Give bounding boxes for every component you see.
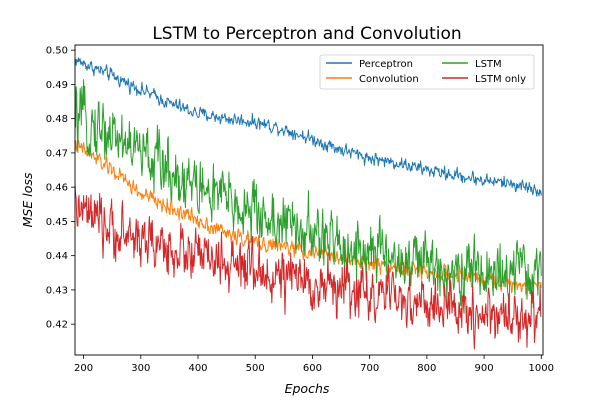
legend-label-perceptron: Perceptron [359, 59, 413, 70]
series-layer [75, 57, 542, 350]
legend-box [319, 54, 535, 90]
plot-frame [74, 44, 544, 356]
series-line-lstm-only [75, 184, 542, 350]
series-line-convolution [75, 139, 542, 296]
x-tick-label: 500 [246, 363, 265, 374]
y-tick-label: 0.48 [46, 114, 68, 125]
y-tick-label: 0.45 [46, 217, 68, 228]
legend-entry-lstm: LSTM [442, 59, 502, 70]
y-tick-label: 0.46 [46, 183, 68, 194]
x-tick-label: 700 [360, 363, 379, 374]
chart-title: LSTM to Perceptron and Convolution [152, 24, 461, 44]
x-tick-label: 800 [417, 363, 436, 374]
legend-label-convolution: Convolution [359, 74, 419, 85]
x-axis: 200 300 400 500 600 700 800 900 1000 [74, 355, 554, 374]
y-axis-label: MSE loss [20, 172, 35, 227]
legend-entry-convolution: Convolution [326, 74, 419, 85]
x-tick-label: 200 [74, 363, 93, 374]
legend-entry-lstm-only: LSTM only [442, 74, 526, 85]
x-tick-label: 400 [188, 363, 207, 374]
legend-label-lstm-only: LSTM only [475, 74, 526, 85]
y-tick-label: 0.47 [46, 148, 68, 159]
y-tick-label: 0.49 [46, 80, 68, 91]
x-tick-label: 1000 [529, 363, 554, 374]
y-tick-label: 0.50 [46, 46, 68, 57]
x-tick-label: 600 [303, 363, 322, 374]
y-tick-label: 0.42 [46, 320, 68, 331]
legend-label-lstm: LSTM [475, 59, 502, 70]
y-axis: 0.42 0.43 0.44 0.45 0.46 0.47 0.48 0.49 0.50 [46, 46, 75, 331]
x-tick-label: 300 [131, 363, 150, 374]
legend: Perceptron Convolution LSTM LSTM only [319, 54, 535, 90]
y-tick-label: 0.43 [46, 285, 68, 296]
y-tick-label: 0.44 [46, 251, 68, 262]
series-line-lstm [75, 79, 542, 314]
series-line-perceptron [75, 57, 542, 197]
x-tick-label: 900 [475, 363, 494, 374]
legend-entry-perceptron: Perceptron [326, 59, 413, 70]
x-axis-label: Epochs [285, 381, 330, 396]
